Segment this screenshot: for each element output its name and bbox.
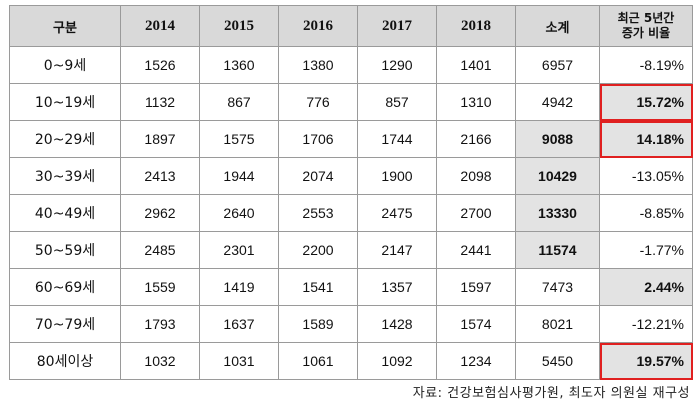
header-2015: 2015 [199, 5, 279, 47]
cell-subtotal: 11574 [515, 231, 600, 269]
cell-2015: 2640 [199, 194, 279, 232]
cell-2016: 1589 [278, 305, 358, 343]
cell-2018: 1401 [436, 46, 516, 84]
cell-rate: 15.72% [599, 83, 693, 121]
cell-2016: 2553 [278, 194, 358, 232]
table-row: 30~39세 2413 1944 2074 1900 2098 10429 -13.05% [9, 157, 693, 195]
header-category: 구분 [9, 5, 121, 47]
cell-2017: 1092 [357, 342, 437, 380]
row-label: 60~69세 [9, 268, 121, 306]
cell-rate: -8.19% [599, 46, 693, 84]
row-label: 50~59세 [9, 231, 121, 269]
cell-2017: 857 [357, 83, 437, 121]
cell-2014: 1793 [120, 305, 200, 343]
row-label: 30~39세 [9, 157, 121, 195]
header-2017: 2017 [357, 5, 437, 47]
cell-2018: 1234 [436, 342, 516, 380]
row-label: 20~29세 [9, 120, 121, 158]
cell-2014: 1559 [120, 268, 200, 306]
cell-2014: 1132 [120, 83, 200, 121]
cell-2014: 2413 [120, 157, 200, 195]
table-row: 50~59세 2485 2301 2200 2147 2441 11574 -1.77% [9, 231, 693, 269]
cell-rate: -8.85% [599, 194, 693, 232]
table-row: 10~19세 1132 867 776 857 1310 4942 15.72% [9, 83, 693, 121]
cell-subtotal: 13330 [515, 194, 600, 232]
cell-2015: 2301 [199, 231, 279, 269]
cell-2016: 1380 [278, 46, 358, 84]
cell-subtotal: 4942 [515, 83, 600, 121]
row-label: 0~9세 [9, 46, 121, 84]
cell-2018: 2700 [436, 194, 516, 232]
cell-2017: 1290 [357, 46, 437, 84]
row-label: 70~79세 [9, 305, 121, 343]
cell-2016: 2074 [278, 157, 358, 195]
cell-2017: 1744 [357, 120, 437, 158]
table-row: 40~49세 2962 2640 2553 2475 2700 13330 -8.85% [9, 194, 693, 232]
row-label: 80세이상 [9, 342, 121, 380]
cell-rate: -1.77% [599, 231, 693, 269]
cell-2014: 1897 [120, 120, 200, 158]
cell-2014: 2485 [120, 231, 200, 269]
header-rate-line2: 증가 비율 [621, 26, 671, 40]
cell-rate: 14.18% [599, 120, 693, 158]
header-subtotal: 소계 [515, 5, 600, 47]
table-row: 80세이상 1032 1031 1061 1092 1234 5450 19.57% [9, 342, 693, 380]
cell-2014: 1032 [120, 342, 200, 380]
cell-2017: 2475 [357, 194, 437, 232]
cell-2015: 1031 [199, 342, 279, 380]
age-statistics-table: 구분 2014 2015 2016 2017 2018 소계 최근 5년간 증가… [9, 5, 693, 380]
cell-subtotal: 10429 [515, 157, 600, 195]
cell-2018: 2098 [436, 157, 516, 195]
table-body: 0~9세 1526 1360 1380 1290 1401 6957 -8.19% 10~19세… [9, 46, 693, 380]
cell-2015: 867 [199, 83, 279, 121]
cell-2018: 2166 [436, 120, 516, 158]
cell-2015: 1575 [199, 120, 279, 158]
cell-subtotal: 6957 [515, 46, 600, 84]
cell-2015: 1637 [199, 305, 279, 343]
cell-2014: 1526 [120, 46, 200, 84]
cell-subtotal: 9088 [515, 120, 600, 158]
table-row: 70~79세 1793 1637 1589 1428 1574 8021 -12.21% [9, 305, 693, 343]
row-label: 10~19세 [9, 83, 121, 121]
header-2016: 2016 [278, 5, 358, 47]
header-2018: 2018 [436, 5, 516, 47]
cell-2016: 1706 [278, 120, 358, 158]
table-row: 60~69세 1559 1419 1541 1357 1597 7473 2.44% [9, 268, 693, 306]
header-rate-line1: 최근 5년간 [617, 11, 675, 25]
header-row: 구분 2014 2015 2016 2017 2018 소계 최근 5년간 증가… [9, 5, 693, 47]
cell-rate: -12.21% [599, 305, 693, 343]
cell-2018: 1574 [436, 305, 516, 343]
cell-2016: 1541 [278, 268, 358, 306]
cell-rate: -13.05% [599, 157, 693, 195]
cell-2017: 1900 [357, 157, 437, 195]
cell-subtotal: 7473 [515, 268, 600, 306]
source-note: 자료: 건강보험심사평가원, 최도자 의원실 재구성 [412, 386, 690, 401]
row-label: 40~49세 [9, 194, 121, 232]
cell-2014: 2962 [120, 194, 200, 232]
header-rate: 최근 5년간 증가 비율 [599, 5, 693, 47]
cell-subtotal: 5450 [515, 342, 600, 380]
cell-2017: 2147 [357, 231, 437, 269]
header-2014: 2014 [120, 5, 200, 47]
cell-2017: 1357 [357, 268, 437, 306]
cell-2018: 1310 [436, 83, 516, 121]
cell-2015: 1360 [199, 46, 279, 84]
cell-2016: 776 [278, 83, 358, 121]
cell-2016: 2200 [278, 231, 358, 269]
cell-2016: 1061 [278, 342, 358, 380]
cell-rate: 19.57% [599, 342, 693, 380]
cell-2015: 1944 [199, 157, 279, 195]
cell-subtotal: 8021 [515, 305, 600, 343]
table-row: 20~29세 1897 1575 1706 1744 2166 9088 14.18% [9, 120, 693, 158]
cell-2018: 1597 [436, 268, 516, 306]
cell-2015: 1419 [199, 268, 279, 306]
table-row: 0~9세 1526 1360 1380 1290 1401 6957 -8.19% [9, 46, 693, 84]
cell-2017: 1428 [357, 305, 437, 343]
cell-rate: 2.44% [599, 268, 693, 306]
cell-2018: 2441 [436, 231, 516, 269]
